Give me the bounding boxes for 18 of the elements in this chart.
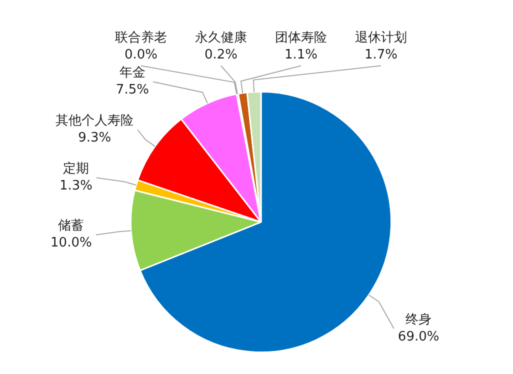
data-label: 10.0% <box>50 236 92 251</box>
slice-label: 定期 <box>62 162 89 177</box>
text: 0.0% <box>124 48 158 63</box>
data-label: 7.5% <box>116 82 149 98</box>
data-label: 0.2% <box>204 48 238 63</box>
data-label: 1.7% <box>364 48 398 63</box>
slice-label: 其他个人寿险 <box>56 114 134 129</box>
data-label: 69.0% <box>398 329 440 344</box>
data-label: 9.3% <box>78 130 112 146</box>
data-label: 1.1% <box>284 48 318 63</box>
data-label: 1.3% <box>59 178 92 194</box>
slice-label: 终身 <box>406 312 432 328</box>
slice-label: 团体寿险 <box>275 30 327 46</box>
slice-label: 储蓄 <box>58 218 84 234</box>
slice-label: 退休计划 <box>355 30 407 46</box>
category-label: 联合养老 <box>115 30 167 46</box>
slice-label: 年金 <box>119 66 146 81</box>
slice-label: 永久健康 <box>195 30 247 46</box>
